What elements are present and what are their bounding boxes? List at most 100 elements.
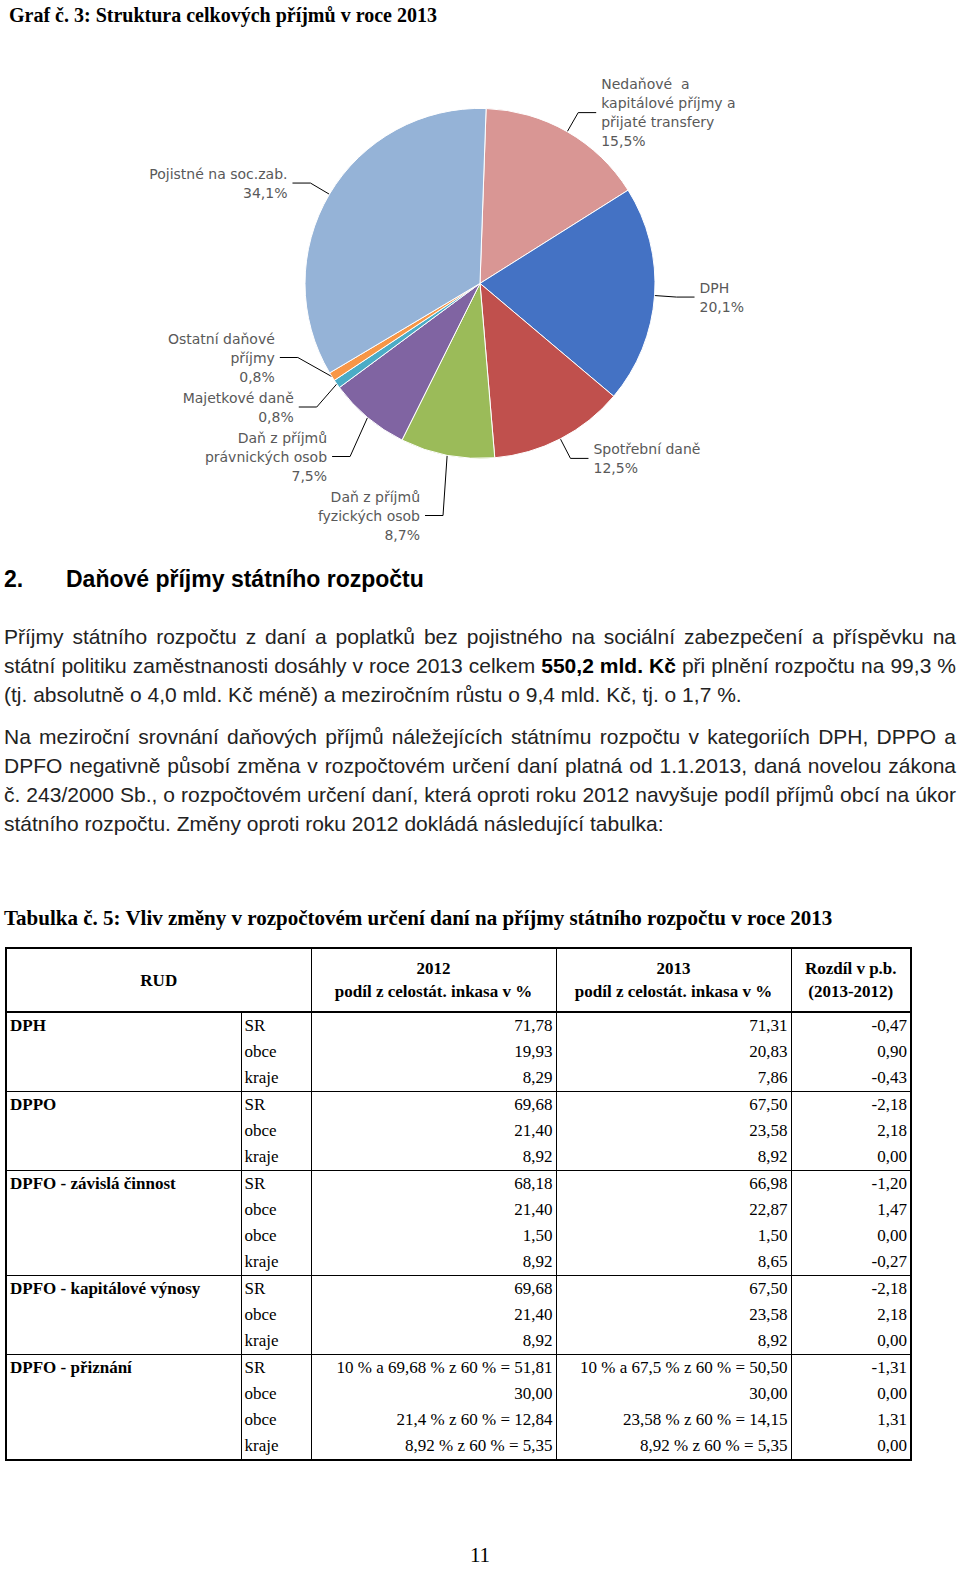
html-text:21,40: 21,40 (514, 1200, 553, 1219)
html-text:kraje: kraje (244, 1147, 279, 1166)
html-text:0,00: 0,00 (877, 1331, 907, 1350)
html-text:21,40: 21,40 (514, 1121, 553, 1140)
html-text:1,50: 1,50 (757, 1226, 788, 1245)
html-text:66,98: 66,98 (749, 1174, 788, 1193)
svg-text:Spotřební daně: Spotřební daně (593, 441, 700, 457)
html-text:2012 podíl z celostát. inkasa: 2012 podíl z celostát. inkasa v % (334, 959, 533, 1001)
svg-text:0,8%: 0,8% (258, 409, 294, 425)
svg-text:přijaté transfery: přijaté transfery (601, 114, 714, 130)
html-text:DPFO - kapitálové výnosy: DPFO - kapitálové výnosy (10, 1279, 201, 1298)
html-text:-0,43: -0,43 (871, 1068, 907, 1087)
html-text:-2,18: -2,18 (871, 1279, 907, 1298)
html-text:0,90: 0,90 (877, 1042, 907, 1061)
html-text:22,87: 22,87 (749, 1200, 788, 1219)
svg-text:fyzických osob: fyzických osob (318, 508, 420, 524)
html-text:SR: SR (244, 1279, 266, 1298)
html-text:8,92: 8,92 (757, 1331, 788, 1350)
html-text:10 % a 69,68 % z 60 % = 51,81: 10 % a 69,68 % z 60 % = 51,81 (336, 1358, 553, 1377)
html-text:0,00: 0,00 (877, 1226, 907, 1245)
html-text:obce: obce (244, 1042, 277, 1061)
html-text:RUD: RUD (140, 970, 178, 990)
html-text:8,65: 8,65 (757, 1252, 788, 1271)
svg-text:15,5%: 15,5% (601, 133, 645, 149)
html-text:67,50: 67,50 (749, 1095, 788, 1114)
svg-text:příjmy: příjmy (230, 350, 274, 366)
svg-text:0,8%: 0,8% (239, 369, 275, 385)
html-text:2,18: 2,18 (877, 1305, 907, 1324)
html-text:23,58 % z 60 % = 14,15: 23,58 % z 60 % = 14,15 (623, 1410, 788, 1429)
html-text:obce: obce (244, 1121, 277, 1140)
svg-text:Graf č. 3: Struktura celkových: Graf č. 3: Struktura celkových příjmů v … (9, 4, 437, 27)
html-text:8,29: 8,29 (522, 1068, 553, 1087)
html-text:-1,20: -1,20 (871, 1174, 907, 1193)
html-text:69,68: 69,68 (514, 1095, 553, 1114)
html-text:SR: SR (244, 1016, 266, 1035)
html-text:SR: SR (244, 1174, 266, 1193)
svg-text:Majetkové daně: Majetkové daně (183, 390, 294, 406)
html-text:obce: obce (244, 1226, 277, 1245)
html-text:1,47: 1,47 (877, 1200, 907, 1219)
svg-text:Daň z příjmů: Daň z příjmů (238, 430, 327, 446)
html-text:kraje: kraje (244, 1068, 279, 1087)
html-text:23,58: 23,58 (749, 1121, 788, 1140)
html-text:30,00: 30,00 (749, 1384, 788, 1403)
html-text:2,18: 2,18 (877, 1121, 907, 1140)
html-text:8,92: 8,92 (522, 1147, 553, 1166)
svg-text:Nedaňové a: Nedaňové a (601, 76, 689, 92)
html-text:67,50: 67,50 (749, 1279, 788, 1298)
html-text:DPFO - závislá činnost: DPFO - závislá činnost (10, 1174, 176, 1193)
svg-text:právnických osob: právnických osob (205, 449, 327, 465)
html-text:71,31: 71,31 (749, 1016, 788, 1035)
html-text:obce: obce (244, 1200, 277, 1219)
svg-text:kapitálové příjmy a: kapitálové příjmy a (601, 95, 735, 111)
html-text:71,78: 71,78 (514, 1016, 553, 1035)
html-text:obce: obce (244, 1410, 277, 1429)
svg-text:7,5%: 7,5% (292, 468, 328, 484)
html-text:19,93: 19,93 (514, 1042, 553, 1061)
html-text:30,00: 30,00 (514, 1384, 553, 1403)
html-text:-1,31: -1,31 (871, 1358, 907, 1377)
html-text:2.: 2. (4, 566, 24, 592)
html-text:kraje: kraje (244, 1331, 279, 1350)
html-text:11: 11 (469, 1543, 491, 1567)
html-text:69,68: 69,68 (514, 1279, 553, 1298)
html-text:10 % a 67,5 % z 60 % = 50,50: 10 % a 67,5 % z 60 % = 50,50 (580, 1358, 788, 1377)
svg-text:Daň z příjmů: Daň z příjmů (331, 489, 420, 505)
html-text:obce: obce (244, 1384, 277, 1403)
html-text:21,4 % z 60 % = 12,84: 21,4 % z 60 % = 12,84 (396, 1410, 553, 1429)
html-text:8,92: 8,92 (522, 1252, 553, 1271)
html-text:-0,27: -0,27 (871, 1252, 907, 1271)
html-text:SR: SR (244, 1358, 266, 1377)
html-text:Rozdíl v p.b. (2013-2012): Rozdíl v p.b. (2013-2012) (804, 959, 897, 1001)
html-text:Příjmy státního rozpočtu z dan: Příjmy státního rozpočtu z daní a poplat… (4, 625, 956, 706)
svg-text:12,5%: 12,5% (593, 460, 637, 476)
html-text:obce: obce (244, 1305, 277, 1324)
html-text:DPH: DPH (10, 1016, 46, 1035)
svg-text:DPH: DPH (700, 280, 730, 296)
svg-text:Ostatní daňové: Ostatní daňové (168, 331, 275, 347)
svg-text:20,1%: 20,1% (700, 299, 744, 315)
html-text:7,86: 7,86 (757, 1068, 788, 1087)
html-text:20,83: 20,83 (749, 1042, 788, 1061)
html-text:kraje: kraje (244, 1252, 279, 1271)
html-text:Daňové příjmy státního rozpočt: Daňové příjmy státního rozpočtu (66, 566, 424, 592)
html-text:0,00: 0,00 (877, 1147, 907, 1166)
html-text:68,18: 68,18 (514, 1174, 553, 1193)
svg-text:8,7%: 8,7% (384, 527, 420, 543)
svg-text:34,1%: 34,1% (243, 185, 287, 201)
html-text:DPPO: DPPO (10, 1095, 57, 1114)
html-text:SR: SR (244, 1095, 266, 1114)
html-text:0,00: 0,00 (877, 1384, 907, 1403)
html-text:Tabulka č. 5: Vliv změny v roz: Tabulka č. 5: Vliv změny v rozpočtovém u… (4, 906, 833, 930)
html-text:-2,18: -2,18 (871, 1095, 907, 1114)
html-text:23,58: 23,58 (749, 1305, 788, 1324)
html-text:Na meziroční srovnání daňových: Na meziroční srovnání daňových příjmů ná… (4, 725, 956, 835)
html-text:21,40: 21,40 (514, 1305, 553, 1324)
html-text:2013 podíl z celostát. inkasa: 2013 podíl z celostát. inkasa v % (574, 959, 773, 1001)
html-text:8,92: 8,92 (522, 1331, 553, 1350)
html-text:1,50: 1,50 (522, 1226, 553, 1245)
html-text:DPFO - přiznání: DPFO - přiznání (10, 1358, 132, 1377)
html-text:-0,47: -0,47 (871, 1016, 907, 1035)
html-text:8,92: 8,92 (757, 1147, 788, 1166)
svg-text:Pojistné na soc.zab.: Pojistné na soc.zab. (149, 166, 287, 182)
